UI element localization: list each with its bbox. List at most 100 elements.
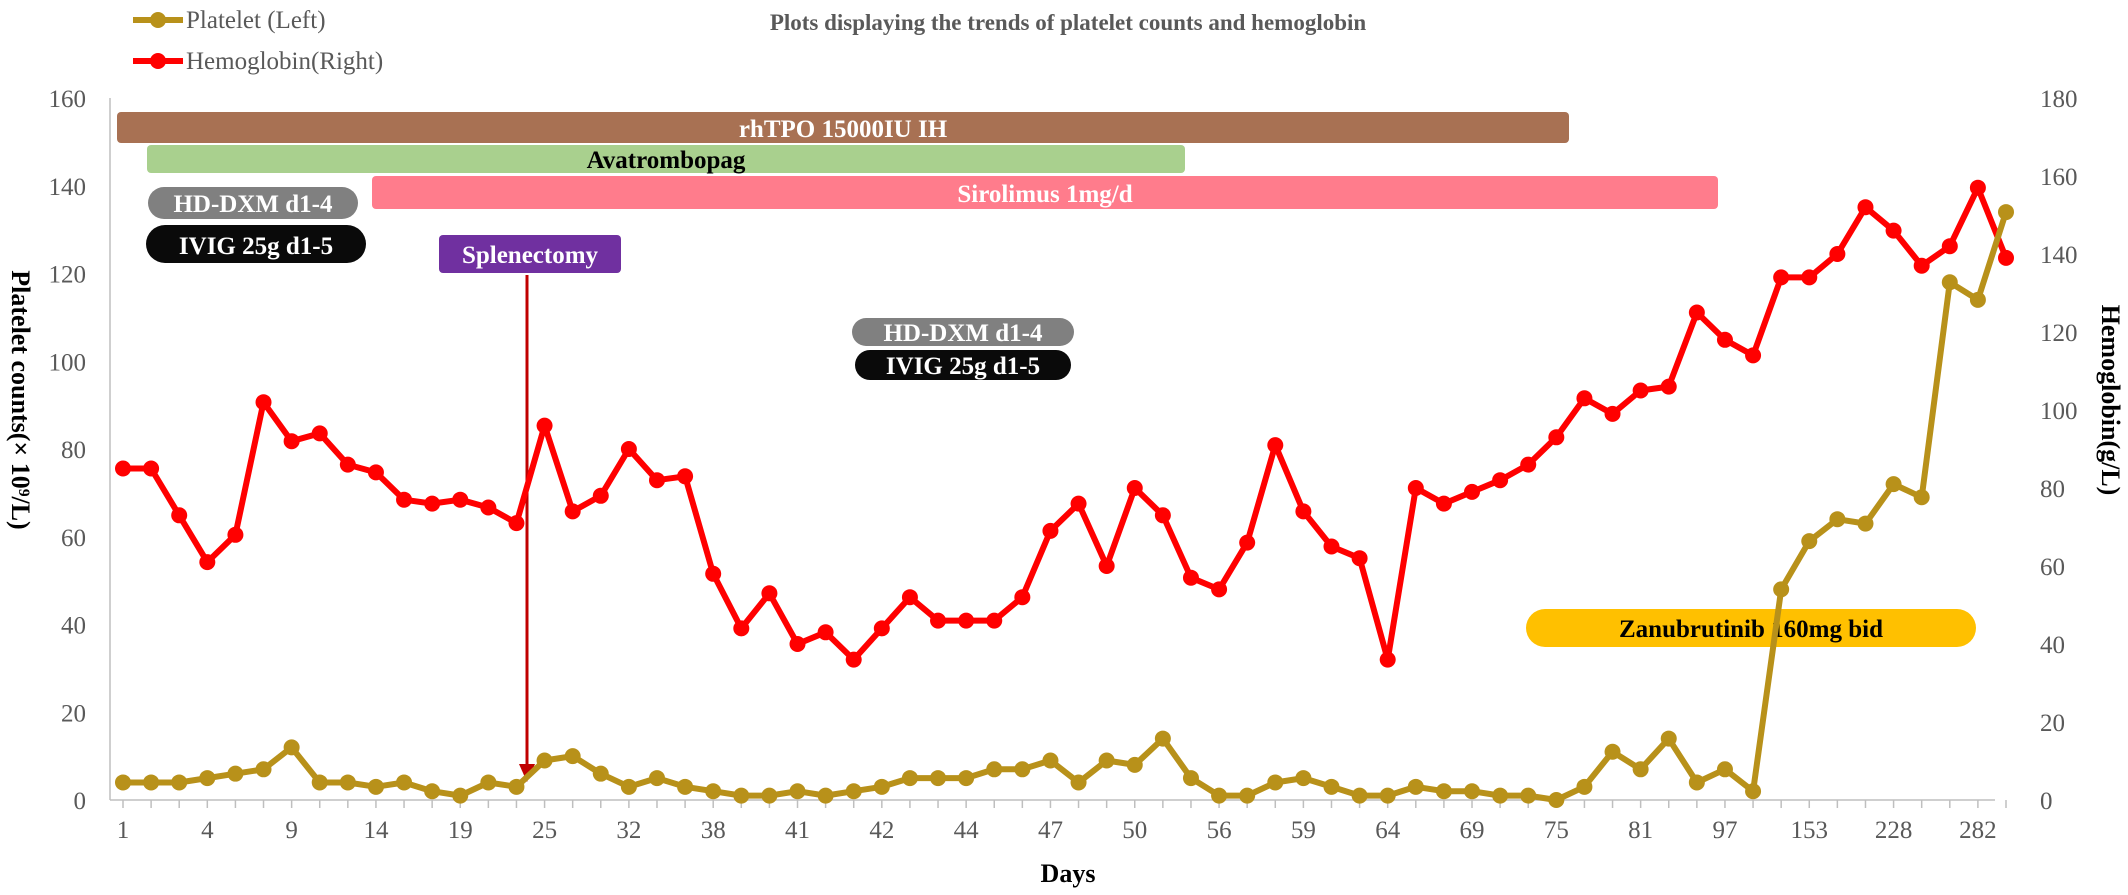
data-point: [1548, 429, 1565, 446]
data-point: [1351, 787, 1368, 804]
data-point: [564, 748, 581, 765]
data-point: [1773, 269, 1790, 286]
x-tick-label: 59: [1291, 817, 1316, 844]
data-point: [424, 495, 441, 512]
left-y-tick-label: 20: [61, 700, 86, 727]
data-point: [1688, 774, 1705, 791]
data-point: [171, 774, 188, 791]
right-y-tick-label: 40: [2040, 632, 2065, 659]
x-tick-label: 56: [1207, 817, 1232, 844]
data-point: [648, 472, 665, 489]
x-tick-label: 1: [117, 817, 130, 844]
data-point: [1716, 761, 1733, 778]
data-point: [1660, 730, 1677, 747]
bar-hd-dxm-2-label: HD-DXM d1-4: [883, 320, 1043, 347]
data-point: [1098, 752, 1115, 769]
data-point: [227, 526, 244, 543]
data-point: [677, 468, 694, 485]
data-point: [1941, 274, 1958, 291]
x-tick-label: 50: [1122, 817, 1147, 844]
data-point: [986, 761, 1003, 778]
data-point: [1885, 476, 1902, 493]
bar-avatrombopag: Avatrombopag: [147, 145, 1185, 174]
data-point: [1829, 511, 1846, 528]
data-point: [1182, 770, 1199, 787]
x-tick-label: 44: [954, 817, 980, 844]
data-point: [367, 464, 384, 481]
data-point: [873, 620, 890, 637]
data-point: [705, 783, 722, 800]
data-point: [1042, 522, 1059, 539]
bar-sirolimus: Sirolimus 1mg/d: [372, 176, 1718, 209]
x-tick-label: 14: [363, 817, 389, 844]
data-point: [1070, 495, 1087, 512]
data-point: [367, 778, 384, 795]
left-y-axis-label: Platelet counts(× 10⁹/L): [6, 270, 35, 529]
data-point: [536, 752, 553, 769]
data-point: [845, 651, 862, 668]
data-point: [1716, 331, 1733, 348]
right-y-tick-label: 140: [2040, 242, 2078, 269]
bar-hd-dxm-2: HD-DXM d1-4: [852, 318, 1074, 347]
left-y-tick-label: 0: [74, 788, 87, 815]
data-point: [1407, 480, 1424, 496]
data-point: [1998, 249, 2014, 266]
data-point: [1688, 304, 1705, 321]
series-line: [123, 184, 2009, 663]
data-point: [1745, 347, 1762, 364]
data-point: [592, 487, 609, 504]
chart-title: Plots displaying the trends of platelet …: [770, 10, 1367, 35]
data-point: [1239, 534, 1256, 551]
data-point: [283, 739, 300, 756]
data-point: [1492, 787, 1509, 804]
left-y-tick-label: 120: [49, 262, 87, 289]
right-y-tick-label: 20: [2040, 710, 2065, 737]
data-point: [1801, 269, 1818, 286]
bar-avatrombopag-label: Avatrombopag: [587, 147, 746, 174]
right-y-tick-label: 60: [2040, 554, 2065, 581]
right-y-tick-label: 120: [2040, 320, 2078, 347]
data-point: [648, 770, 665, 787]
data-point: [1464, 783, 1481, 800]
data-point: [1239, 787, 1256, 804]
data-point: [761, 585, 778, 602]
bar-zanubrutinib: Zanubrutinib 160mg bid: [1526, 609, 1976, 647]
data-point: [1014, 761, 1031, 778]
data-point: [171, 507, 188, 524]
data-point: [396, 491, 413, 508]
data-point: [199, 554, 216, 571]
data-point: [1632, 761, 1649, 778]
data-point: [1969, 179, 1986, 196]
data-point: [1632, 382, 1649, 399]
legend-hemoglobin-marker: [150, 53, 166, 69]
data-point: [789, 783, 806, 800]
data-point: [536, 417, 553, 434]
data-point: [1941, 238, 1958, 255]
data-point: [620, 778, 637, 795]
data-point: [1464, 483, 1481, 500]
data-point: [817, 787, 834, 804]
x-tick-label: 25: [532, 817, 557, 844]
x-axis-label: Days: [1041, 859, 1096, 888]
x-tick-label: 32: [616, 817, 641, 844]
data-point: [1435, 495, 1452, 512]
data-point: [677, 778, 694, 795]
x-tick-label: 38: [701, 817, 726, 844]
data-point: [311, 425, 328, 442]
data-point: [1604, 743, 1621, 760]
data-point: [480, 774, 497, 791]
series-hemoglobin: [115, 179, 2014, 668]
data-point: [1913, 257, 1930, 274]
data-point: [311, 774, 328, 791]
data-point: [1126, 756, 1143, 773]
left-y-tick-label: 100: [49, 349, 87, 376]
data-point: [1267, 774, 1284, 791]
data-point: [396, 774, 413, 791]
x-tick-label: 64: [1375, 817, 1401, 844]
x-tick-label: 228: [1875, 817, 1913, 844]
data-point: [817, 624, 834, 641]
legend: Platelet (Left) Hemoglobin(Right): [133, 7, 383, 75]
data-point: [1211, 581, 1228, 598]
data-point: [705, 565, 722, 582]
